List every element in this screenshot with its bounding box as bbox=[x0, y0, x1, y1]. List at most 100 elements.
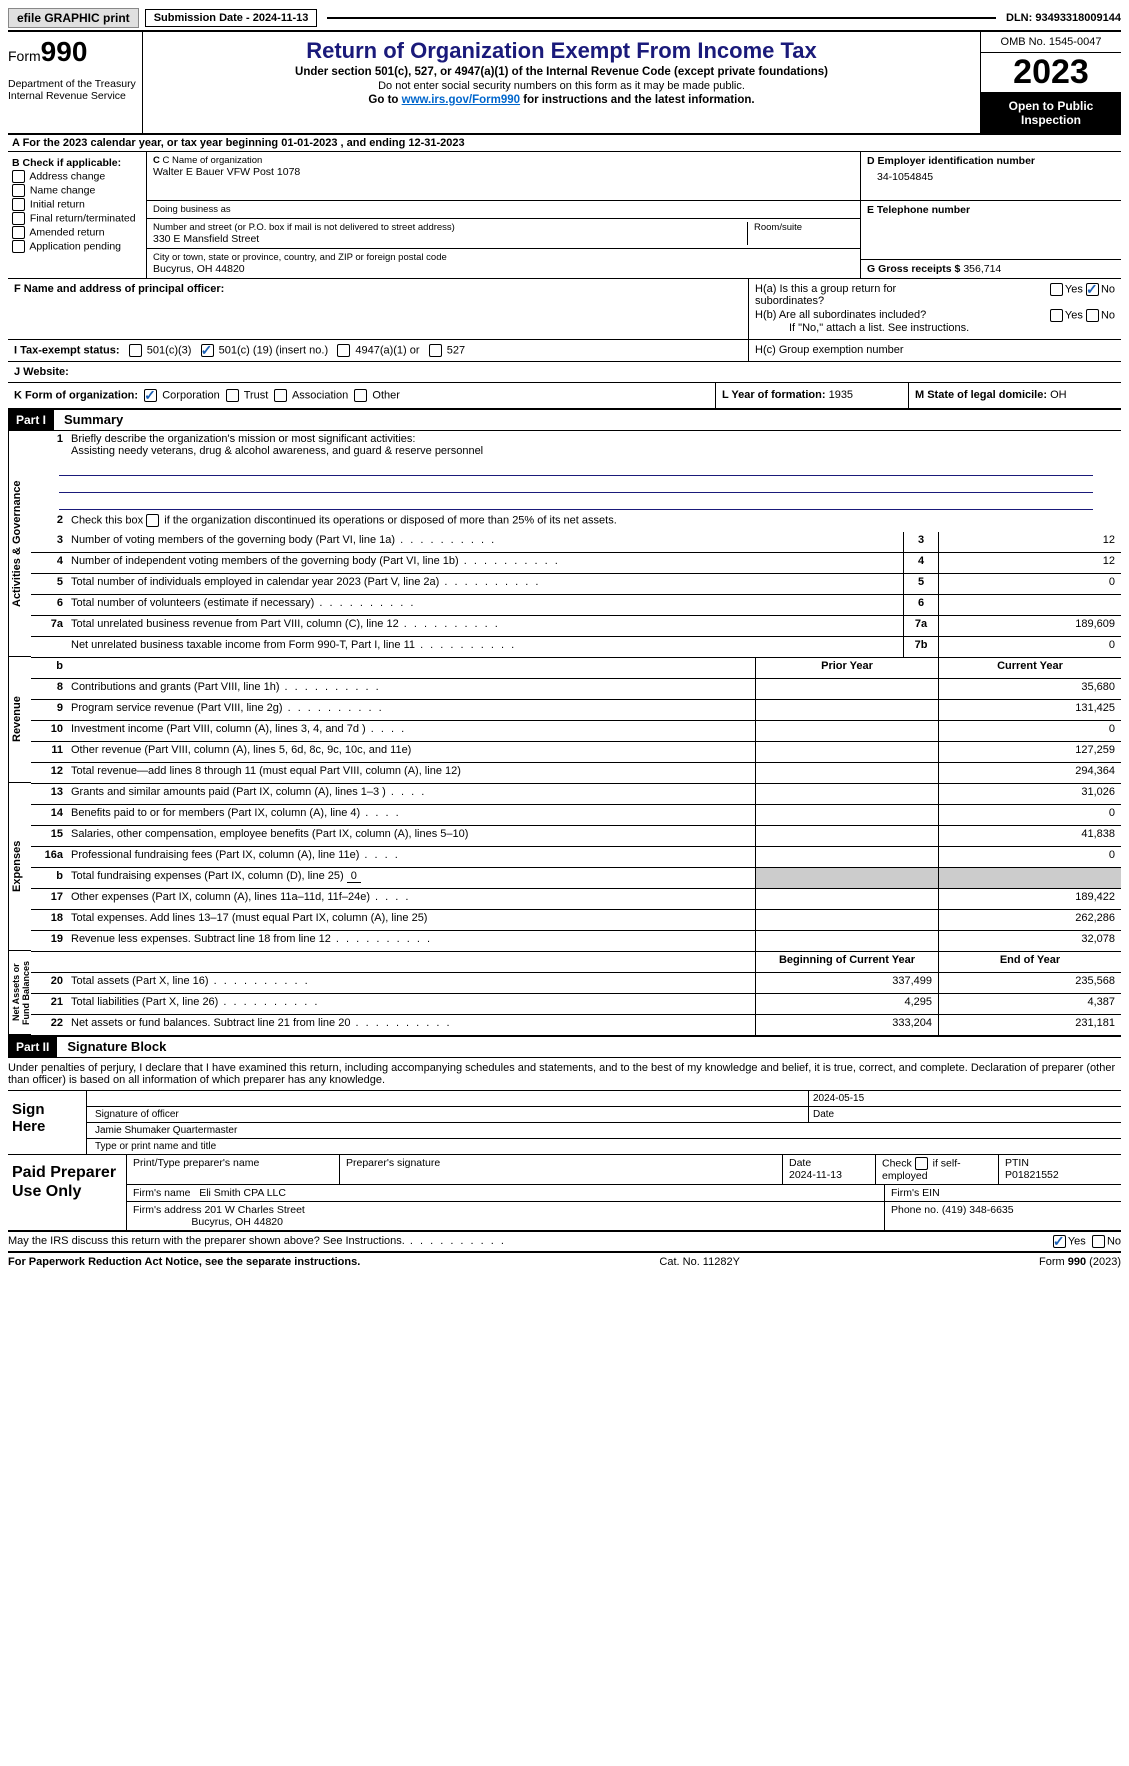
val-7b: 0 bbox=[938, 637, 1121, 657]
subtitle-3: Go to www.irs.gov/Form990 for instructio… bbox=[149, 94, 974, 106]
side-netassets: Net Assets or Fund Balances bbox=[8, 951, 31, 1035]
side-expenses: Expenses bbox=[8, 783, 31, 951]
section-b-checkboxes: B Check if applicable: Address change Na… bbox=[8, 152, 147, 278]
self-employed-checkbox[interactable] bbox=[915, 1157, 928, 1170]
val-15c: 41,838 bbox=[938, 826, 1121, 846]
hdr-curr: Current Year bbox=[938, 658, 1121, 678]
paid-preparer-block: Paid Preparer Use Only Print/Type prepar… bbox=[8, 1155, 1121, 1232]
sig-officer-label: Signature of officer bbox=[91, 1107, 808, 1122]
initial-return-checkbox[interactable] bbox=[12, 198, 25, 211]
val-21p: 4,295 bbox=[755, 994, 938, 1014]
addr-value: 330 E Mansfield Street bbox=[153, 233, 747, 245]
officer-label: F Name and address of principal officer: bbox=[14, 283, 224, 295]
form-of-org: K Form of organization: Corporation Trus… bbox=[8, 383, 716, 408]
entity-grid: B Check if applicable: Address change Na… bbox=[8, 152, 1121, 279]
date-label: Date bbox=[808, 1107, 1117, 1122]
divider bbox=[327, 17, 996, 19]
sign-here-block: Sign Here 2024-05-15 Signature of office… bbox=[8, 1091, 1121, 1155]
dba-label: Doing business as bbox=[153, 204, 854, 215]
tax-year: 2023 bbox=[981, 53, 1121, 93]
app-pending-checkbox[interactable] bbox=[12, 240, 25, 253]
val-10c: 0 bbox=[938, 721, 1121, 741]
val-22p: 333,204 bbox=[755, 1015, 938, 1035]
group-exemption: H(c) Group exemption number bbox=[748, 340, 1121, 361]
val-19c: 32,078 bbox=[938, 931, 1121, 951]
val-20c: 235,568 bbox=[938, 973, 1121, 993]
submission-date: Submission Date - 2024-11-13 bbox=[145, 9, 318, 27]
org-name: Walter E Bauer VFW Post 1078 bbox=[153, 166, 854, 178]
discuss-no-checkbox[interactable] bbox=[1092, 1235, 1105, 1248]
val-12c: 294,364 bbox=[938, 763, 1121, 783]
efile-print-button[interactable]: efile GRAPHIC print bbox=[8, 8, 139, 28]
discuss-yes-checkbox[interactable] bbox=[1053, 1235, 1066, 1248]
val-16b: 0 bbox=[347, 870, 361, 883]
hb-no-checkbox[interactable] bbox=[1086, 309, 1099, 322]
trust-checkbox[interactable] bbox=[226, 389, 239, 402]
val-17c: 189,422 bbox=[938, 889, 1121, 909]
city-label: City or town, state or province, country… bbox=[153, 252, 854, 263]
hb-yes-checkbox[interactable] bbox=[1050, 309, 1063, 322]
top-bar: efile GRAPHIC print Submission Date - 20… bbox=[8, 8, 1121, 28]
hdr-boy: Beginning of Current Year bbox=[755, 952, 938, 972]
discontinue-checkbox[interactable] bbox=[146, 514, 159, 527]
amended-return-checkbox[interactable] bbox=[12, 226, 25, 239]
ein-value: 34-1054845 bbox=[867, 167, 1115, 183]
firm-addr1: 201 W Charles Street bbox=[204, 1204, 304, 1216]
irs-link[interactable]: www.irs.gov/Form990 bbox=[402, 94, 520, 106]
other-checkbox[interactable] bbox=[354, 389, 367, 402]
final-return-checkbox[interactable] bbox=[12, 212, 25, 225]
subtitle-2: Do not enter social security numbers on … bbox=[149, 80, 974, 92]
corp-checkbox[interactable] bbox=[144, 389, 157, 402]
addr-change-checkbox[interactable] bbox=[12, 170, 25, 183]
part1-title: Summary bbox=[54, 410, 133, 430]
527-checkbox[interactable] bbox=[429, 344, 442, 357]
val-7a: 189,609 bbox=[938, 616, 1121, 636]
ha-no-checkbox[interactable] bbox=[1086, 283, 1099, 296]
dln: DLN: 93493318009144 bbox=[1006, 12, 1121, 24]
gross-receipts-label: G Gross receipts $ bbox=[867, 263, 960, 275]
side-activities: Activities & Governance bbox=[8, 431, 31, 657]
form-title: Return of Organization Exempt From Incom… bbox=[149, 38, 974, 64]
501c-checkbox[interactable] bbox=[201, 344, 214, 357]
val-22c: 231,181 bbox=[938, 1015, 1121, 1035]
year-formation: L Year of formation: 1935 bbox=[716, 383, 909, 408]
val-4: 12 bbox=[938, 553, 1121, 573]
discuss-row: May the IRS discuss this return with the… bbox=[8, 1232, 1121, 1253]
name-change-checkbox[interactable] bbox=[12, 184, 25, 197]
addr-label: Number and street (or P.O. box if mail i… bbox=[153, 222, 747, 233]
officer-name: Jamie Shumaker Quartermaster bbox=[91, 1123, 1117, 1138]
val-13c: 31,026 bbox=[938, 784, 1121, 804]
part1-header: Part I bbox=[8, 410, 54, 430]
gross-receipts-value: 356,714 bbox=[963, 263, 1001, 275]
part2-header: Part II bbox=[8, 1037, 57, 1057]
officer-value bbox=[14, 295, 742, 335]
part2-title: Signature Block bbox=[57, 1037, 176, 1057]
ptin: P01821552 bbox=[1005, 1169, 1059, 1181]
firm-ein-label: Firm's EIN bbox=[885, 1185, 1121, 1201]
state-domicile: M State of legal domicile: OH bbox=[909, 383, 1121, 408]
ha-yes-checkbox[interactable] bbox=[1050, 283, 1063, 296]
501c3-checkbox[interactable] bbox=[129, 344, 142, 357]
city-value: Bucyrus, OH 44820 bbox=[153, 263, 854, 275]
val-8c: 35,680 bbox=[938, 679, 1121, 699]
tax-exempt-status: I Tax-exempt status: 501(c)(3) 501(c) (1… bbox=[8, 340, 748, 361]
val-16ac: 0 bbox=[938, 847, 1121, 867]
hdr-prior: Prior Year bbox=[755, 658, 938, 678]
val-20p: 337,499 bbox=[755, 973, 938, 993]
dept-treasury: Department of the Treasury Internal Reve… bbox=[8, 78, 138, 102]
assoc-checkbox[interactable] bbox=[274, 389, 287, 402]
subtitle-1: Under section 501(c), 527, or 4947(a)(1)… bbox=[149, 66, 974, 78]
firm-phone: (419) 348-6635 bbox=[942, 1204, 1014, 1216]
form-number: Form990 bbox=[8, 36, 138, 68]
side-revenue: Revenue bbox=[8, 657, 31, 783]
val-6 bbox=[938, 595, 1121, 615]
phone-label: E Telephone number bbox=[867, 204, 1115, 216]
val-14c: 0 bbox=[938, 805, 1121, 825]
form-header: Form990 Department of the Treasury Inter… bbox=[8, 30, 1121, 133]
section-h: H(a) Is this a group return for subordin… bbox=[749, 279, 1121, 339]
val-11c: 127,259 bbox=[938, 742, 1121, 762]
ein-label: D Employer identification number bbox=[867, 155, 1115, 167]
val-21c: 4,387 bbox=[938, 994, 1121, 1014]
4947-checkbox[interactable] bbox=[337, 344, 350, 357]
val-9c: 131,425 bbox=[938, 700, 1121, 720]
